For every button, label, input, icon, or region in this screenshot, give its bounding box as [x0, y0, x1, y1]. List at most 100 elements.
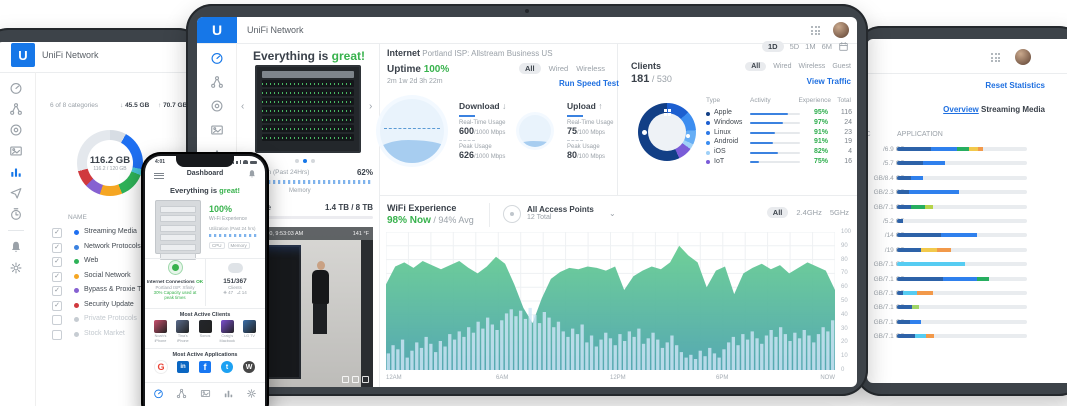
avatar[interactable] [1015, 49, 1031, 65]
apps-grid-icon[interactable] [991, 53, 1000, 62]
sidebar-item-clients[interactable] [9, 123, 23, 137]
calendar-icon[interactable] [838, 41, 849, 52]
table-row[interactable]: /6.9 GB [867, 145, 1061, 159]
sidebar-item-settings[interactable] [9, 261, 23, 275]
time-range-1d[interactable]: 1D [761, 41, 784, 52]
time-range-1m[interactable]: 1M [805, 42, 816, 51]
table-row[interactable]: GB/7.1 GB [867, 203, 1061, 217]
google-icon[interactable]: G [155, 361, 167, 373]
sidebar-item-topology[interactable] [9, 102, 23, 116]
run-speed-test-link[interactable]: Run Speed Test [559, 79, 619, 88]
clients-heading: Clients [631, 61, 662, 71]
table-row[interactable]: Android 91% 19 [706, 138, 852, 148]
table-row[interactable]: Apple 95% 116 [706, 109, 852, 119]
table-row[interactable]: /5.2 GB [867, 217, 1061, 231]
phone-nav-insights[interactable] [200, 388, 211, 399]
time-range-6m[interactable]: 6M [821, 42, 832, 51]
traffic-donut-chart[interactable]: 116.2 GB 116.2 / 120 GB [77, 130, 143, 196]
phone-nav-statistics[interactable] [223, 388, 234, 399]
apps-grid-icon[interactable] [811, 26, 820, 35]
table-row[interactable]: Linux 91% 23 [706, 129, 852, 139]
table-row[interactable]: /5.7 GB [867, 159, 1061, 173]
clients-tab-guest[interactable]: Guest [832, 63, 851, 70]
bell-icon[interactable] [247, 169, 257, 179]
linkedin-icon[interactable]: in [177, 361, 189, 373]
phone-nav-dashboard[interactable] [153, 388, 164, 399]
y-axis-label: 90 [841, 242, 848, 249]
wifi-tab-5ghz[interactable]: 5GHz [829, 208, 849, 217]
client-thumb [198, 320, 212, 333]
clients-tab-wireless[interactable]: Wireless [798, 63, 826, 70]
time-range-5d[interactable]: 5D [789, 42, 800, 51]
table-row[interactable]: GB/7.1 GB [867, 289, 1061, 303]
carousel-next-icon[interactable]: › [369, 101, 373, 112]
table-row[interactable]: /19 GB [867, 246, 1061, 260]
sidebar-item-dashboard[interactable] [210, 51, 224, 65]
checkbox[interactable]: ✓ [52, 271, 62, 282]
checkbox[interactable]: ✓ [52, 286, 62, 296]
camera-controls[interactable] [342, 376, 369, 383]
table-row[interactable]: GB/7.1 GB [867, 303, 1061, 317]
wifi-chart[interactable] [385, 231, 836, 371]
checkbox[interactable] [52, 315, 62, 325]
client-item[interactable]: LG TV [240, 320, 259, 343]
ap-selector[interactable]: All Access Points 12 Total [527, 205, 594, 221]
clients-donut-chart[interactable] [638, 103, 696, 161]
checkbox[interactable]: ✓ [52, 242, 62, 253]
status-great: great! [331, 49, 366, 63]
checkbox[interactable]: ✓ [52, 300, 62, 311]
sidebar-item-insights[interactable] [210, 123, 224, 137]
sidebar-item-bell[interactable] [9, 240, 23, 254]
table-row[interactable]: GB/7.1 GB [867, 332, 1061, 346]
table-row[interactable]: GB/2.3 GB [867, 188, 1061, 202]
sidebar-item-insights[interactable] [9, 144, 23, 158]
client-type: IoT [714, 157, 725, 165]
phone-nav-topology[interactable] [176, 388, 187, 399]
sidebar-item-statistics[interactable] [9, 165, 23, 179]
facebook-icon[interactable]: f [199, 361, 211, 373]
table-row[interactable]: GB/7.1 GB [867, 260, 1061, 274]
wifi-tab-all[interactable]: All [766, 207, 789, 218]
internet-tab-all[interactable]: All [519, 63, 541, 74]
table-row[interactable]: Windows 97% 24 [706, 119, 852, 129]
phone-internet-card[interactable]: Internet Connections OK Portland ISP: Xf… [145, 260, 205, 300]
phone-clients-card[interactable]: 151/367 Clients ⎈ 47 ⎇ 14 [205, 260, 265, 295]
phone-nav-settings[interactable] [246, 388, 257, 399]
carousel-prev-icon[interactable]: ‹ [241, 101, 245, 112]
sidebar-item-history[interactable] [9, 207, 23, 221]
application-column-header[interactable]: APPLICATION [897, 131, 943, 138]
wordpress-icon[interactable]: W [243, 361, 255, 373]
traffic-column-header[interactable]: TRAFFIC [867, 131, 871, 138]
client-item[interactable]: Craig's Macbook [218, 320, 237, 343]
client-item[interactable]: Sonos [196, 320, 215, 343]
clients-tab-wired[interactable]: Wired [773, 63, 792, 70]
checkbox[interactable] [52, 329, 62, 340]
table-row[interactable]: iOS 82% 4 [706, 148, 852, 158]
checkbox[interactable]: ✓ [52, 228, 62, 238]
twitter-icon[interactable]: t [221, 361, 233, 373]
avatar[interactable] [833, 22, 849, 38]
clients-tab-all[interactable]: All [745, 62, 767, 71]
wifi-tab-2.4ghz[interactable]: 2.4GHz [796, 208, 822, 217]
overview-link[interactable]: Overview [943, 105, 979, 114]
name-column-header[interactable]: NAME [68, 214, 87, 221]
table-row[interactable]: GB/7.1 GB [867, 318, 1061, 332]
table-row[interactable]: IoT 75% 16 [706, 158, 852, 168]
hamburger-icon[interactable] [154, 171, 164, 180]
chevron-down-icon[interactable]: ⌄ [609, 209, 616, 218]
internet-tab-wireless[interactable]: Wireless [576, 64, 605, 73]
internet-tab-wired[interactable]: Wired [548, 64, 569, 73]
sidebar-item-topology[interactable] [210, 75, 224, 89]
sidebar-item-clients[interactable] [210, 99, 224, 113]
client-item[interactable]: Tina's iPhone [173, 320, 192, 343]
client-item[interactable]: Noah's iPhone [151, 320, 170, 343]
sidebar-item-map[interactable] [9, 186, 23, 200]
view-traffic-link[interactable]: View Traffic [806, 77, 851, 86]
table-row[interactable]: GB/7.1 GB [867, 275, 1061, 289]
sidebar-item-dashboard[interactable] [9, 81, 23, 95]
table-row[interactable]: /14 GB [867, 231, 1061, 245]
table-row[interactable]: GB/8.4 GB [867, 174, 1061, 188]
carousel-dots[interactable] [295, 159, 315, 163]
reset-statistics-link[interactable]: Reset Statistics [985, 81, 1045, 90]
checkbox[interactable]: ✓ [52, 257, 62, 267]
